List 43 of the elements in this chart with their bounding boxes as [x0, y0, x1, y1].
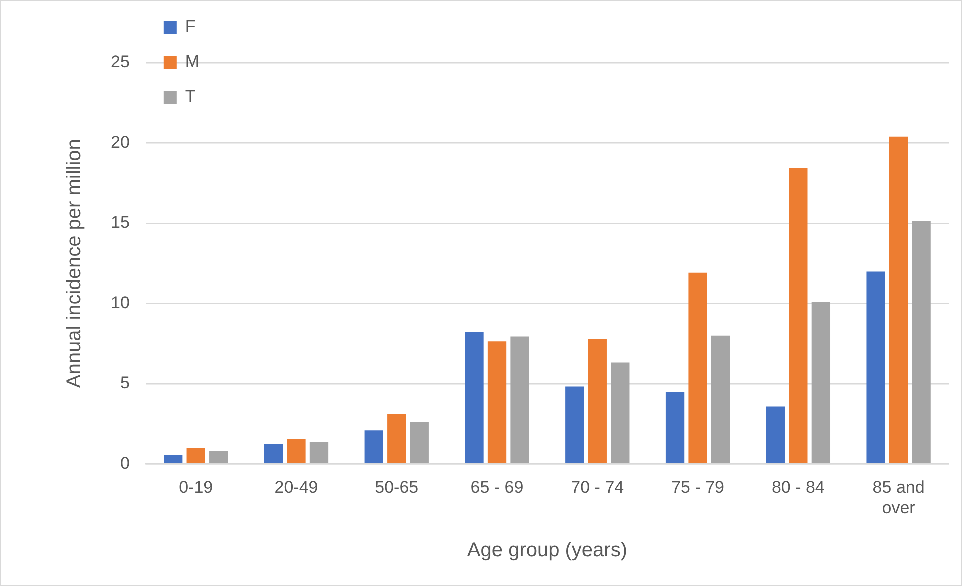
x-axis-title: Age group (years) — [467, 540, 628, 562]
y-tick-label: 20 — [110, 132, 130, 152]
bar — [611, 362, 630, 464]
bar — [912, 222, 931, 464]
bar — [410, 422, 429, 464]
y-tick-label: 5 — [120, 374, 130, 393]
y-tick-label: 25 — [110, 52, 130, 72]
x-tick-label: 75 - 79 — [672, 478, 725, 498]
bar — [488, 342, 507, 464]
bar — [210, 452, 228, 464]
bar — [866, 272, 886, 464]
x-tick-label: 85 and over — [872, 478, 925, 518]
y-tick-label: 15 — [110, 213, 130, 232]
bar — [711, 336, 730, 464]
bar — [812, 302, 831, 464]
bar — [666, 392, 685, 464]
bar — [766, 406, 785, 464]
x-tick-label: 20-49 — [274, 478, 318, 498]
x-tick-label: 80 - 84 — [772, 478, 825, 498]
bar — [789, 168, 808, 464]
bar — [364, 430, 384, 464]
bar — [889, 136, 908, 464]
y-tick-label: 0 — [120, 454, 130, 473]
legend-label: T — [185, 87, 196, 106]
legend-label: M — [185, 52, 200, 72]
y-axis-title: Annual incidence per million — [64, 139, 86, 388]
x-tick-label: 70 - 74 — [571, 478, 624, 498]
bar — [510, 336, 530, 464]
bar — [566, 386, 584, 464]
bar — [287, 439, 306, 464]
bar — [388, 414, 406, 464]
bar — [588, 339, 607, 464]
bar — [310, 442, 329, 464]
x-tick-label: 0-19 — [179, 478, 214, 498]
x-tick-label: 50-65 — [375, 478, 419, 498]
y-tick-label: 10 — [110, 293, 130, 312]
bar — [264, 444, 284, 464]
bar — [186, 448, 206, 464]
x-tick-label: 65 - 69 — [470, 478, 524, 498]
bar — [164, 455, 183, 464]
bar — [465, 332, 484, 464]
legend-label: F — [185, 17, 196, 36]
bar — [688, 272, 708, 464]
